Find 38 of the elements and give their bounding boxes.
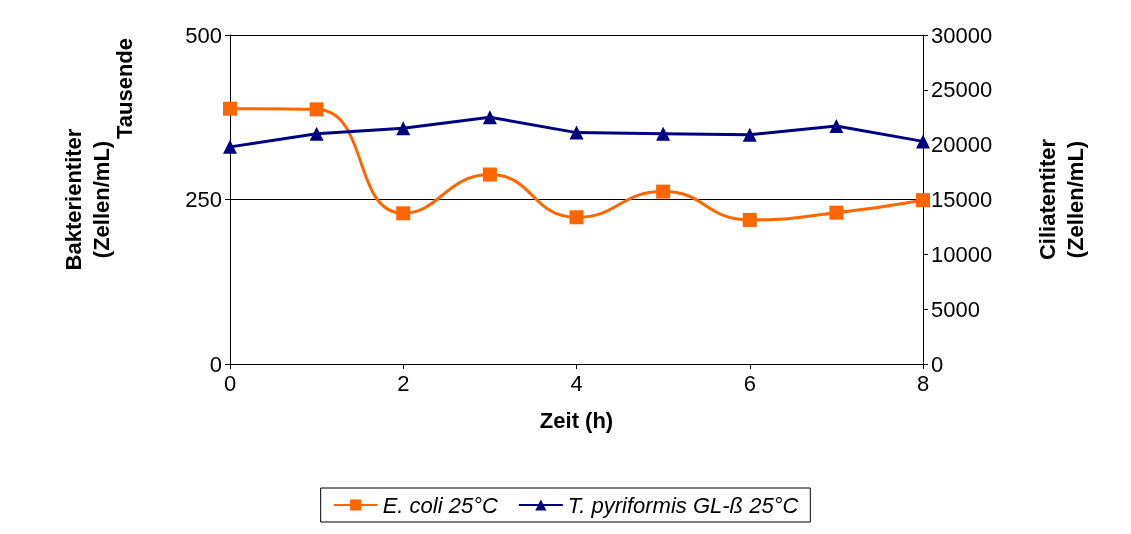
x-tick-label: 2 bbox=[397, 370, 410, 396]
y2-tick-label: 10000 bbox=[931, 241, 993, 267]
point bbox=[482, 167, 497, 182]
y2-tick-label: 30000 bbox=[931, 22, 993, 48]
point bbox=[396, 206, 411, 221]
y2-tick-label: 15000 bbox=[931, 187, 993, 212]
point bbox=[829, 119, 844, 134]
point bbox=[223, 101, 237, 116]
point bbox=[742, 212, 757, 227]
y-tick-label: 0 bbox=[209, 351, 222, 377]
point bbox=[223, 139, 237, 154]
point bbox=[656, 184, 671, 199]
point bbox=[569, 125, 584, 140]
x-tick-label: 6 bbox=[743, 370, 756, 396]
x-tick-label: 4 bbox=[570, 370, 583, 396]
y-axis-title: Bakterientiter (Zellen/mL) bbox=[60, 128, 114, 271]
point bbox=[916, 193, 930, 208]
point bbox=[569, 210, 584, 225]
point bbox=[309, 102, 324, 117]
point bbox=[396, 121, 411, 136]
point bbox=[916, 134, 930, 149]
x-axis-title: Zeit (h) bbox=[539, 407, 614, 433]
legend-label: E. coli 25°C bbox=[382, 492, 498, 518]
point bbox=[482, 110, 497, 125]
point bbox=[309, 126, 324, 141]
y-tick-label: 250 bbox=[185, 187, 222, 212]
y2-tick-label: 5000 bbox=[931, 296, 980, 322]
y2-axis-title: Ciliatentiter (Zellen/mL) bbox=[1034, 138, 1088, 261]
point bbox=[829, 205, 844, 220]
point bbox=[656, 126, 671, 141]
y2-tick-label: 20000 bbox=[931, 132, 993, 158]
point bbox=[742, 127, 757, 142]
y2-tick-label: 0 bbox=[931, 351, 944, 377]
y2-tick-label: 25000 bbox=[931, 77, 993, 103]
legend-label: T. pyriformis GL-ß 25°C bbox=[567, 492, 799, 518]
x-tick-label: 8 bbox=[916, 370, 930, 396]
text: Tausende bbox=[111, 38, 137, 140]
y-tick-label: 500 bbox=[185, 22, 222, 48]
